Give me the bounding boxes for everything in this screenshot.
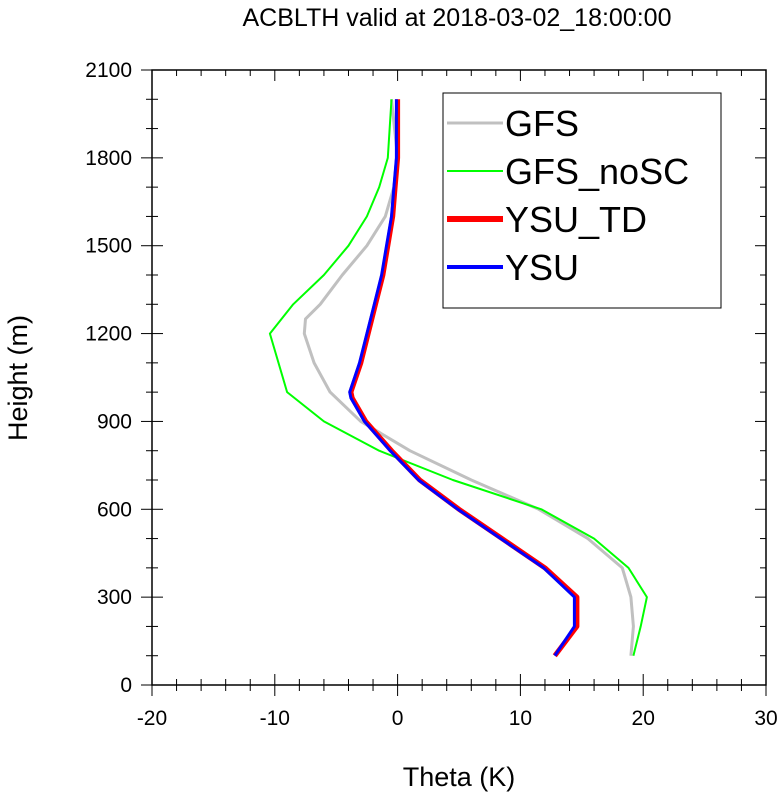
y-tick-label: 1200 (85, 323, 132, 346)
legend: GFS GFS_noSC YSU_TD YSU (442, 92, 722, 309)
x-tick-label: -10 (260, 707, 290, 730)
x-tick-label: 20 (632, 707, 655, 730)
y-tick-label: 1800 (85, 147, 132, 170)
legend-label-ysu: YSU (505, 247, 579, 288)
y-tick-label: 2100 (85, 59, 132, 82)
series-line-gfs-nosc (268, 99, 648, 656)
series-line-ysu (348, 99, 576, 657)
legend-label-ysu-td: YSU_TD (505, 199, 647, 240)
y-tick-label: 600 (97, 498, 132, 521)
legend-label-gfs-nosc: GFS_noSC (505, 151, 689, 192)
y-tick-label: 1500 (85, 235, 132, 258)
chart-title: ACBLTH valid at 2018-03-02_18:00:00 (243, 4, 672, 32)
axis-ticks (141, 69, 767, 696)
plot-area (141, 69, 767, 696)
x-axis-title: Theta (K) (403, 762, 516, 792)
plot-frame (151, 69, 767, 686)
x-tick-label: 0 (392, 707, 404, 730)
legend-box (442, 92, 722, 309)
y-tick-label: 0 (120, 674, 132, 697)
x-tick-label: 30 (754, 707, 777, 730)
y-tick-label: 300 (97, 586, 132, 609)
series-line-gfs (302, 99, 635, 656)
x-tick-label: 10 (509, 707, 532, 730)
y-tick-label: 900 (97, 410, 132, 433)
legend-entries: GFS GFS_noSC YSU_TD YSU (447, 103, 689, 288)
legend-label-gfs: GFS (505, 103, 579, 144)
y-axis-title: Height (m) (3, 315, 33, 441)
x-tick-label: -20 (137, 707, 167, 730)
series-lines (268, 99, 648, 658)
